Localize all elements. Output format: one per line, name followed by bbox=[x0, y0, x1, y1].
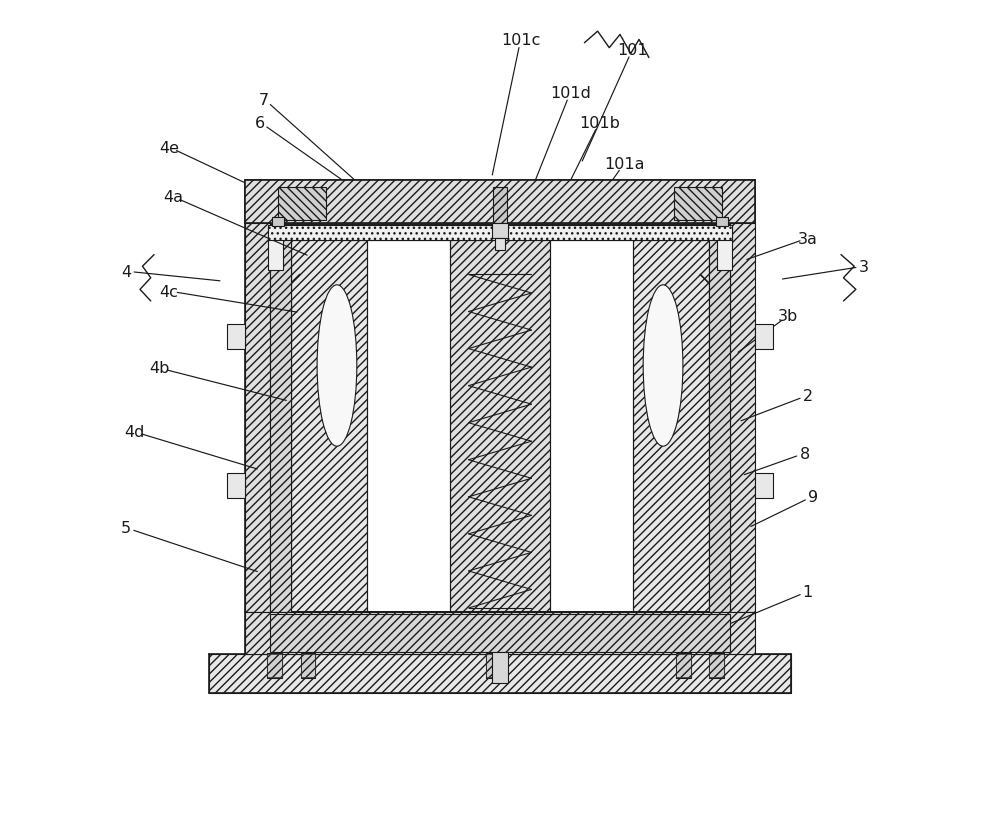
Ellipse shape bbox=[317, 286, 357, 446]
Bar bbox=[267, 654, 282, 676]
Bar bbox=[301, 653, 315, 677]
Text: 4b: 4b bbox=[149, 361, 169, 376]
Bar bbox=[486, 653, 501, 677]
Bar bbox=[270, 225, 291, 613]
Text: 8: 8 bbox=[799, 446, 810, 461]
Bar bbox=[227, 474, 245, 498]
Bar bbox=[450, 225, 550, 613]
Bar bbox=[495, 238, 505, 251]
Bar bbox=[268, 225, 283, 271]
Bar bbox=[709, 225, 730, 613]
Bar bbox=[272, 217, 284, 227]
Bar bbox=[755, 325, 773, 349]
Bar bbox=[717, 225, 732, 271]
Text: 6: 6 bbox=[255, 116, 265, 131]
Text: 100: 100 bbox=[634, 195, 664, 210]
Text: 7: 7 bbox=[259, 93, 269, 108]
Bar bbox=[674, 187, 722, 220]
Ellipse shape bbox=[643, 286, 683, 446]
Text: 4d: 4d bbox=[124, 425, 144, 440]
Text: 4e: 4e bbox=[159, 140, 179, 156]
Bar bbox=[301, 654, 315, 676]
Bar bbox=[493, 187, 507, 224]
Bar bbox=[245, 224, 270, 613]
Text: 3a: 3a bbox=[798, 231, 818, 246]
Bar bbox=[291, 225, 367, 613]
Text: 3b: 3b bbox=[778, 309, 798, 324]
Bar bbox=[676, 654, 691, 676]
Bar bbox=[755, 474, 773, 498]
Text: 4: 4 bbox=[121, 264, 131, 279]
Text: 4a: 4a bbox=[163, 190, 183, 205]
Bar bbox=[267, 653, 282, 677]
Text: 1: 1 bbox=[803, 585, 813, 599]
Text: 3: 3 bbox=[859, 259, 869, 274]
Text: 101b: 101b bbox=[579, 116, 620, 131]
Text: 101d: 101d bbox=[550, 86, 591, 101]
Bar bbox=[716, 217, 728, 227]
Bar bbox=[245, 181, 755, 224]
Bar bbox=[270, 614, 730, 652]
Bar bbox=[730, 224, 755, 613]
Bar bbox=[709, 653, 724, 677]
Text: 101c: 101c bbox=[501, 33, 540, 48]
Text: 101: 101 bbox=[617, 43, 648, 58]
Text: 4c: 4c bbox=[160, 284, 178, 299]
Bar bbox=[709, 654, 724, 676]
Text: 5: 5 bbox=[121, 521, 131, 536]
Bar bbox=[268, 225, 732, 240]
Text: 2: 2 bbox=[803, 388, 813, 403]
Bar bbox=[492, 224, 508, 238]
Bar bbox=[245, 613, 755, 654]
Bar bbox=[486, 654, 501, 676]
Bar bbox=[633, 225, 709, 613]
Text: 101a: 101a bbox=[604, 156, 644, 172]
Bar bbox=[278, 187, 326, 220]
Bar bbox=[209, 654, 791, 693]
Bar bbox=[227, 325, 245, 349]
Bar bbox=[676, 653, 691, 677]
Text: 9: 9 bbox=[808, 489, 818, 504]
Bar bbox=[492, 652, 508, 683]
